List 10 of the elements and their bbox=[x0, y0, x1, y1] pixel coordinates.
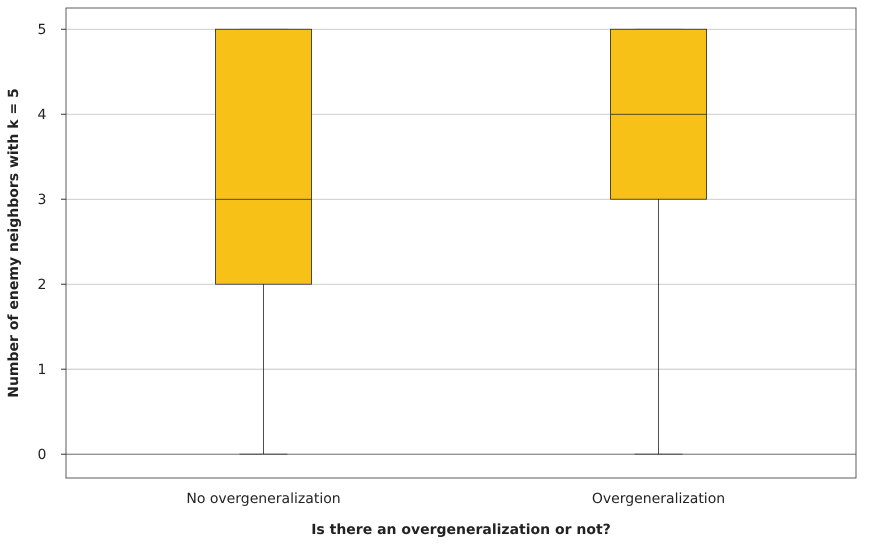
x-axis-title: Is there an overgeneralization or not? bbox=[311, 522, 611, 538]
y-tick-label: 5 bbox=[38, 22, 46, 38]
y-tick-label: 0 bbox=[38, 447, 46, 464]
y-tick-label: 3 bbox=[38, 192, 46, 208]
y-tick-label: 4 bbox=[38, 107, 47, 124]
y-tick-label: 1 bbox=[38, 362, 46, 378]
y-tick-label: 2 bbox=[38, 277, 46, 294]
y-axis-title: Number of enemy neighbors with k = 5 bbox=[6, 88, 22, 398]
x-tick-label: Overgeneralization bbox=[592, 491, 726, 507]
x-tick-label: No overgeneralization bbox=[186, 491, 341, 507]
